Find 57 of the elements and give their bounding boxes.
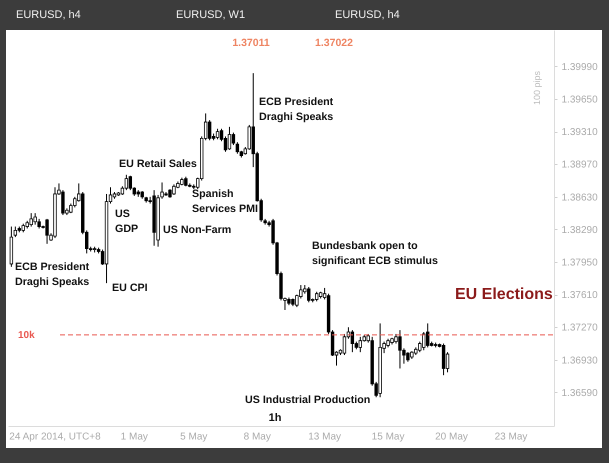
y-tick-label: 1.38630 bbox=[562, 192, 598, 204]
candlestick bbox=[29, 212, 33, 228]
annotation: US GDP bbox=[115, 208, 138, 235]
candlestick bbox=[37, 218, 41, 229]
x-tick-label: 1 May bbox=[120, 432, 148, 442]
x-tick-label: 13 May bbox=[308, 432, 342, 442]
annotation: US Non-Farm bbox=[163, 224, 232, 236]
x-tick-label: 8 May bbox=[244, 432, 271, 442]
y-tick-label: 1.37270 bbox=[562, 322, 598, 334]
x-tick-label: 23 May bbox=[494, 432, 528, 442]
candlestick bbox=[33, 212, 37, 226]
candlestick bbox=[45, 218, 49, 244]
annotation: Spanish Services PMI bbox=[192, 188, 258, 215]
y-tick-label: 1.39650 bbox=[562, 94, 598, 106]
candlestick bbox=[406, 352, 410, 362]
y-tick-label: 1.39310 bbox=[562, 127, 598, 138]
candlestick bbox=[216, 128, 220, 140]
candlestick bbox=[307, 286, 310, 303]
annotation: Bundesbank open to significant ECB stimulus bbox=[312, 240, 438, 267]
y-tick-label: 1.36590 bbox=[562, 388, 598, 399]
x-tick-label: 15 May bbox=[372, 432, 404, 442]
candlestick bbox=[228, 126, 232, 150]
candlestick bbox=[350, 330, 354, 353]
ref-line-label: 10k bbox=[18, 330, 36, 341]
y-tick-label: 1.39990 bbox=[562, 62, 598, 73]
y-tick-label: 1.36930 bbox=[562, 355, 598, 366]
annotation: 1.37022 bbox=[315, 37, 354, 49]
annotation: 1h bbox=[268, 412, 282, 424]
annotation: EU CPI bbox=[112, 282, 148, 294]
x-tick-label: 20 May bbox=[435, 432, 468, 442]
candlestick bbox=[184, 176, 188, 187]
y-tick-label: 1.38290 bbox=[562, 224, 598, 236]
annotation: US Industrial Production bbox=[245, 394, 370, 406]
candlestick bbox=[358, 336, 362, 353]
x-tick-label: 24 Apr 2014, UTC+8 bbox=[9, 432, 102, 442]
candlestick bbox=[314, 291, 318, 302]
annotation: ECB President Draghi Speaks bbox=[15, 261, 90, 288]
annotation: 100 pips bbox=[532, 70, 542, 106]
text: EURUSD, W1 bbox=[176, 9, 246, 21]
y-tick-label: 1.37950 bbox=[562, 258, 598, 269]
y-tick-label: 1.37610 bbox=[562, 290, 598, 302]
candlestick bbox=[342, 333, 346, 356]
y-tick-label: 1.38970 bbox=[562, 160, 598, 171]
candlestick bbox=[442, 343, 446, 376]
annotation: ECB President Draghi Speaks bbox=[259, 96, 334, 123]
x-tick-label: 5 May bbox=[180, 432, 208, 442]
chart-title: EURUSD, h4 bbox=[16, 9, 81, 21]
annotation: 1.37011 bbox=[232, 37, 270, 49]
candlestick bbox=[172, 184, 176, 196]
text: EURUSD, h4 bbox=[335, 9, 400, 21]
candlestick bbox=[128, 175, 132, 191]
annotation: EU Elections bbox=[455, 286, 553, 303]
candlestick bbox=[208, 120, 212, 141]
candlestick bbox=[124, 174, 128, 191]
candlestick bbox=[248, 124, 251, 150]
annotation: EU Retail Sales bbox=[119, 158, 197, 170]
candlestick bbox=[426, 322, 430, 348]
